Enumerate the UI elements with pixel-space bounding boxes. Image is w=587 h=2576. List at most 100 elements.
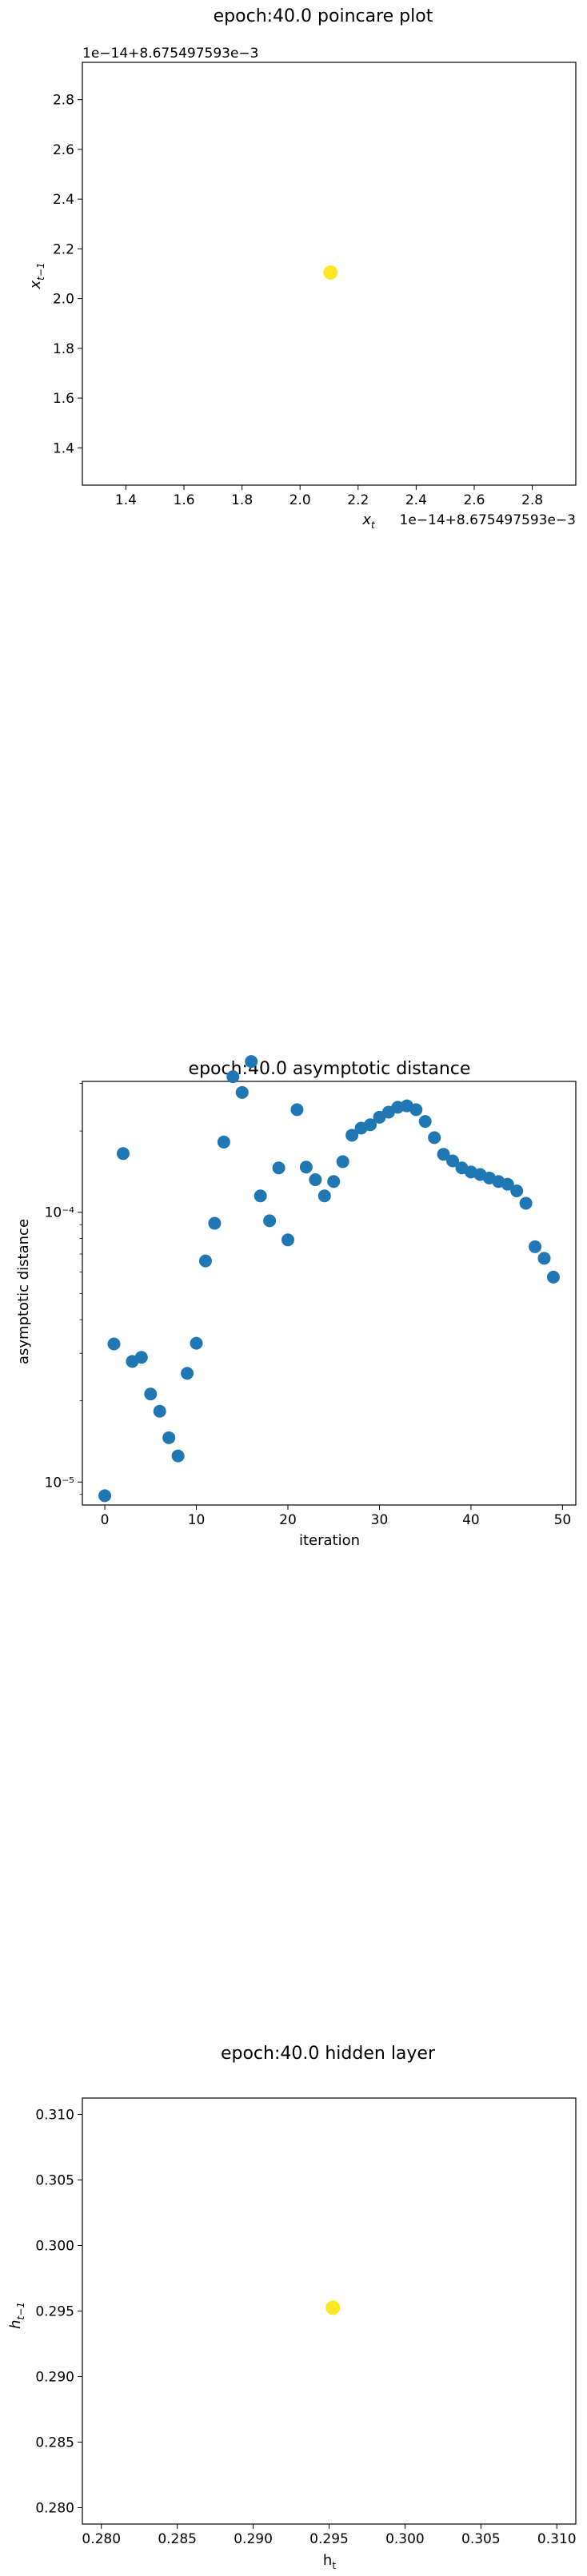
x-tick-label: 1.8 — [231, 492, 253, 508]
y-tick-label: 0.305 — [35, 2173, 74, 2189]
y-tick-label: 2.6 — [53, 142, 74, 158]
chart3-title: epoch:40.0 hidden layer — [221, 2044, 436, 2064]
axis-label-subscript: t — [332, 2560, 336, 2571]
data-point — [263, 1214, 277, 1228]
x-tick-label: 2.4 — [405, 492, 427, 508]
x-tick-label: 0.295 — [309, 2531, 349, 2547]
data-point — [446, 1154, 460, 1168]
x-tick-label: 0.280 — [82, 2531, 121, 2547]
y-tick-label: 2.4 — [53, 192, 74, 208]
data-point — [537, 1252, 551, 1265]
y-tick-label: 0.285 — [35, 2435, 74, 2451]
chart2-y-axis-label: asymptotic distance — [15, 1219, 32, 1364]
data-point — [181, 1367, 194, 1380]
chart1-y-axis-label: xt−1 — [27, 262, 46, 289]
y-tick-label: 0.280 — [35, 2501, 74, 2517]
data-point — [529, 1240, 542, 1253]
x-tick-label: 0.300 — [385, 2531, 425, 2547]
data-point — [409, 1103, 423, 1117]
x-tick-label: 0.290 — [234, 2531, 273, 2547]
data-point — [226, 1070, 240, 1084]
x-tick-label: 1.4 — [115, 492, 137, 508]
data-point — [281, 1233, 294, 1247]
axis-label-base: x — [361, 512, 371, 528]
data-point — [501, 1177, 514, 1191]
y-tick-label: 10⁻⁵ — [45, 1475, 74, 1491]
hidden-layer-chart: epoch:40.0 hidden layer 0.280 0.285 0.290 0… — [7, 2044, 577, 2571]
data-point — [134, 1351, 148, 1364]
axes-frame — [82, 62, 577, 486]
axes-frame — [82, 1081, 577, 1506]
y-tick-label: 0.300 — [35, 2239, 74, 2255]
chart3-x-axis-label: ht — [323, 2552, 336, 2571]
data-point — [323, 265, 338, 280]
data-point — [327, 1175, 341, 1188]
x-tick-label: 10 — [188, 1512, 206, 1528]
data-point — [198, 1254, 212, 1268]
data-point — [153, 1404, 166, 1418]
x-tick-label: 40 — [462, 1512, 480, 1528]
data-point — [317, 1189, 331, 1203]
x-tick-label: 2.8 — [521, 492, 543, 508]
data-point — [437, 1148, 450, 1161]
data-point — [364, 1118, 377, 1132]
y-tick-label: 0.290 — [35, 2370, 74, 2386]
y-tick-label: 0.310 — [35, 2108, 74, 2124]
chart3-y-axis-label: ht−1 — [7, 2302, 26, 2329]
y-tick-label: 10⁻⁴ — [45, 1205, 75, 1221]
chart1-title: epoch:40.0 poincare plot — [214, 6, 433, 26]
data-point — [336, 1155, 349, 1169]
y-tick-label: 1.6 — [53, 391, 74, 407]
data-point — [208, 1216, 222, 1230]
chart1-y-offset-label: 1e−14+8.675497593e−3 — [82, 46, 258, 62]
data-point — [546, 1270, 560, 1284]
axis-label-subscript: t−1 — [35, 262, 46, 280]
data-point — [418, 1115, 432, 1129]
data-point — [345, 1129, 359, 1142]
chart1-x-axis-label: xt — [361, 512, 376, 531]
x-tick-label: 50 — [554, 1512, 572, 1528]
data-point — [309, 1173, 322, 1187]
data-point — [245, 1055, 258, 1069]
x-tick-label: 0.310 — [537, 2531, 577, 2547]
data-point — [144, 1388, 158, 1401]
axis-label-base: h — [7, 2319, 24, 2328]
data-point — [254, 1189, 267, 1203]
data-point — [325, 2300, 341, 2315]
data-point — [428, 1131, 441, 1145]
y-tick-label: 1.4 — [53, 440, 74, 456]
poincare-chart: epoch:40.0 poincare plot 1e−14+8.6754975… — [27, 6, 577, 531]
x-tick-label: 2.0 — [290, 492, 311, 508]
data-point — [235, 1085, 249, 1099]
axis-label-subscript: t — [371, 520, 376, 531]
y-tick-label: 0.295 — [35, 2304, 74, 2320]
data-point — [217, 1135, 230, 1149]
x-tick-label: 1.6 — [174, 492, 195, 508]
x-tick-label: 2.2 — [347, 492, 369, 508]
x-tick-label: 0.305 — [461, 2531, 501, 2547]
axis-label-base: h — [323, 2552, 332, 2569]
data-point — [98, 1489, 112, 1503]
x-tick-label: 0 — [101, 1512, 110, 1528]
y-tick-label: 1.8 — [53, 341, 74, 357]
chart1-x-offset-label: 1e−14+8.675497593e−3 — [400, 512, 576, 528]
x-tick-label: 20 — [279, 1512, 297, 1528]
chart2-x-axis-label: iteration — [299, 1532, 360, 1549]
data-point — [116, 1147, 130, 1161]
x-tick-label: 2.6 — [463, 492, 485, 508]
axis-label-base: x — [27, 281, 44, 290]
x-tick-label: 30 — [371, 1512, 389, 1528]
data-point — [299, 1161, 313, 1174]
data-point — [510, 1184, 524, 1197]
data-point — [190, 1336, 203, 1350]
chart2-plot-area: 0 10 20 30 40 50 10⁻⁵ 10⁻⁴ — [45, 1055, 577, 1528]
chart1-plot-area: 1.4 1.6 1.8 2.0 2.2 2.4 2.6 2.8 1.4 1.6 1.8 2.0 2.2 2… — [53, 62, 577, 508]
axis-label-subscript: t−1 — [15, 2302, 26, 2319]
y-tick-label: 2.8 — [53, 93, 74, 109]
data-point — [519, 1196, 533, 1210]
x-tick-label: 0.285 — [158, 2531, 197, 2547]
chart3-plot-area: 0.280 0.285 0.290 0.295 0.300 0.305 0.310 0.280… — [35, 2097, 577, 2547]
y-tick-label: 2.0 — [53, 292, 74, 308]
data-point — [272, 1161, 286, 1175]
